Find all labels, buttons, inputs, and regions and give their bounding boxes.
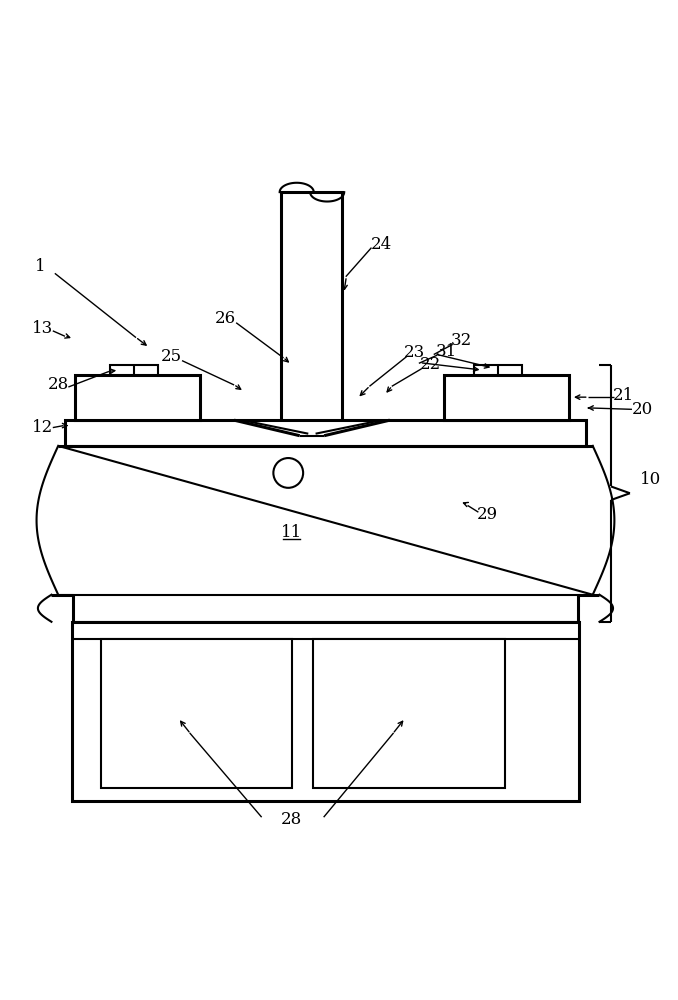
- Bar: [111, 365, 158, 375]
- Text: 26: 26: [215, 310, 236, 327]
- Text: 25: 25: [161, 348, 182, 365]
- Bar: [444, 375, 569, 420]
- Bar: [65, 420, 586, 446]
- Text: 1: 1: [35, 258, 45, 275]
- Text: 11: 11: [281, 524, 302, 541]
- Text: 31: 31: [435, 343, 456, 360]
- Text: 22: 22: [420, 356, 441, 373]
- Bar: [475, 365, 521, 375]
- Bar: [101, 639, 292, 788]
- Text: 29: 29: [477, 506, 498, 523]
- Text: 28: 28: [281, 811, 302, 828]
- Text: 24: 24: [370, 236, 392, 253]
- Text: 13: 13: [32, 320, 54, 337]
- Text: 32: 32: [451, 332, 472, 349]
- Text: 23: 23: [404, 344, 425, 361]
- Bar: [313, 639, 504, 788]
- Text: 10: 10: [639, 471, 661, 488]
- Text: 20: 20: [631, 401, 653, 418]
- Bar: [281, 192, 342, 436]
- Text: 28: 28: [48, 376, 70, 393]
- Bar: [72, 622, 579, 801]
- Text: 12: 12: [32, 419, 54, 436]
- Bar: [75, 375, 200, 420]
- Text: 21: 21: [612, 387, 634, 404]
